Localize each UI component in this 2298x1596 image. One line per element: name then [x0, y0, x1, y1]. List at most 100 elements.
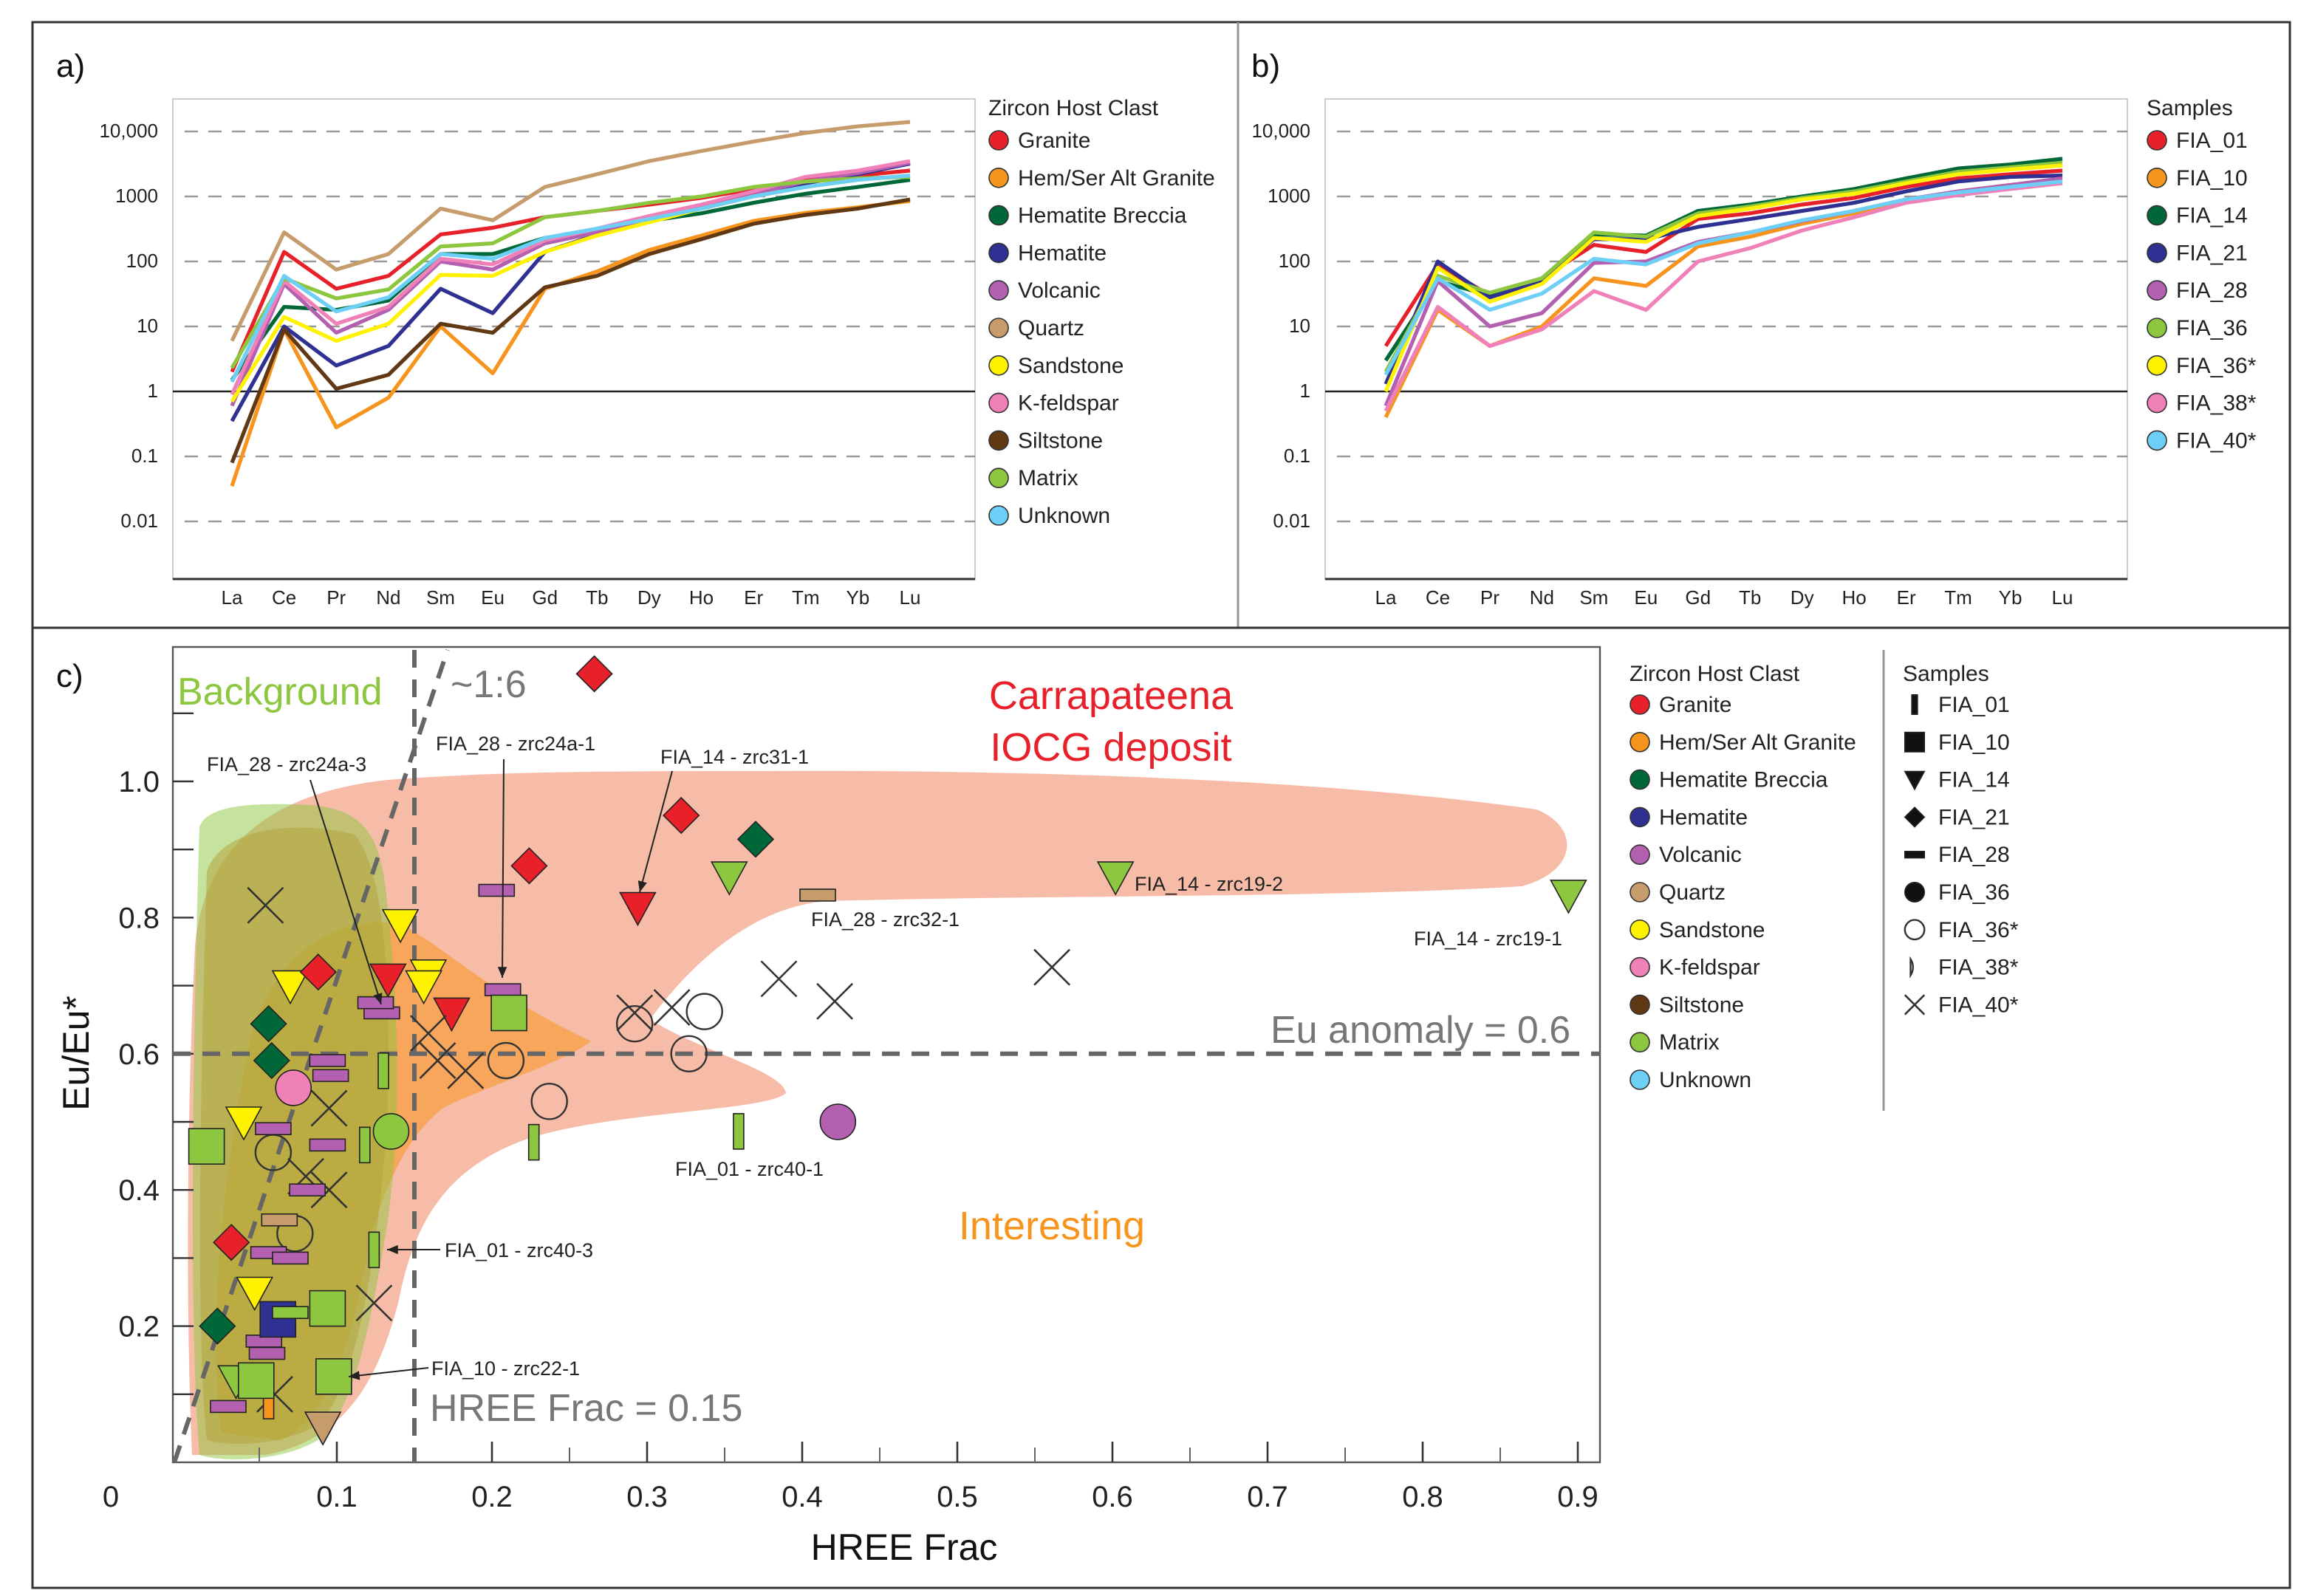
legend-label: FIA_14	[2176, 204, 2248, 228]
data-point	[250, 1005, 287, 1043]
legend-label: Sandstone	[1018, 354, 1124, 378]
arrowhead-icon	[373, 993, 383, 1004]
x-tick-label: 0.2	[471, 1481, 513, 1513]
x-tick-label: Dy	[1791, 586, 1814, 609]
y-tick-label: 0.01	[120, 510, 158, 532]
data-point	[247, 886, 284, 924]
legend-label: Hematite	[1659, 805, 1748, 829]
x-tick-label: Tm	[792, 586, 820, 609]
arrowhead-icon	[637, 880, 647, 892]
data-point	[760, 960, 798, 998]
legend-label: K-feldspar	[1018, 391, 1119, 416]
data-point	[310, 1089, 348, 1127]
x-tick-label: 0	[103, 1481, 119, 1513]
legend-item: Unknown	[988, 504, 1110, 528]
legend-swatch-icon	[1630, 1032, 1650, 1052]
legend-label: Matrix	[1018, 466, 1078, 490]
legend-swatch-icon	[1630, 769, 1650, 790]
legend-label: Hematite	[1018, 241, 1107, 265]
hree-frac-label: HREE Frac = 0.15	[430, 1387, 742, 1430]
data-point	[736, 821, 775, 858]
x-tick-label: Sm	[1579, 586, 1608, 609]
x-tick-label: Er	[1897, 586, 1916, 609]
data-point	[819, 1103, 857, 1140]
series-line-matrix	[230, 174, 911, 369]
clast-legend-item: Siltstone	[1630, 993, 1744, 1017]
y-tick-label: 0.01	[1273, 510, 1310, 532]
x-tick-label: Dy	[637, 586, 661, 609]
y-tick-label: 1	[148, 380, 158, 402]
sample-legend-item: FIA_36*	[1904, 918, 2019, 942]
x-tick-label: La	[222, 586, 243, 609]
data-point	[653, 989, 691, 1027]
legend-swatch-icon	[2147, 355, 2167, 376]
legend-swatch-icon	[988, 242, 1009, 264]
y-tick-label: 1.0	[118, 766, 160, 798]
legend-label: K-feldspar	[1659, 956, 1760, 980]
legend-label: Siltstone	[1659, 993, 1744, 1017]
legend-item: Granite	[988, 129, 1090, 153]
x-tick-label: Lu	[2052, 586, 2073, 609]
y-tick-label: 100	[126, 250, 158, 272]
square-icon	[1904, 731, 1926, 753]
hbar-icon	[1904, 851, 1926, 859]
series-line-fia-14	[1384, 157, 2063, 362]
data-point	[355, 1284, 393, 1322]
data-point	[255, 1122, 292, 1136]
series-line-siltstone	[230, 197, 911, 464]
legend-swatch-icon	[1630, 956, 1650, 978]
x-tick-label: Tb	[1739, 586, 1761, 609]
data-point	[304, 1411, 342, 1446]
panel-c: c) 0 0.1 0.2 0.3 0.4 0.5 0.6 0.7 0.8 0.9 0.2 0.4 0.6 0…	[55, 645, 2019, 1568]
region-label-background: Background	[177, 671, 383, 713]
clast-legend-item: Matrix	[1630, 1030, 1720, 1055]
annotation-label: FIA_28 - zrc32-1	[811, 908, 960, 931]
legend-label: Granite	[1659, 693, 1731, 717]
legend-swatch-icon	[2147, 205, 2167, 226]
legend-swatch-icon	[988, 355, 1009, 376]
legend-swatch-icon	[2147, 280, 2167, 301]
data-point	[816, 982, 854, 1020]
annotation-arrow	[502, 758, 505, 979]
legend-swatch-icon	[1630, 694, 1650, 715]
data-point	[685, 993, 723, 1030]
data-point	[372, 1113, 410, 1150]
legend-swatch-icon	[988, 318, 1009, 338]
data-point	[1033, 948, 1071, 986]
data-point	[357, 996, 394, 1010]
data-point	[309, 1290, 346, 1327]
data-point	[510, 847, 548, 885]
x-tick-label: 0.5	[937, 1481, 978, 1513]
series-line-unknown	[230, 174, 911, 383]
sample-legend-item: FIA_10	[1904, 730, 2010, 755]
data-point	[381, 908, 420, 944]
x-tick-label: Nd	[376, 586, 400, 609]
legend-title: Zircon Host Clast	[988, 96, 1159, 120]
legend-swatch-icon	[1630, 844, 1650, 865]
data-point	[272, 1251, 309, 1265]
legend-item: Siltstone	[988, 428, 1103, 453]
x-tick-label: Nd	[1530, 586, 1554, 609]
legend-label: FIA_28	[2176, 278, 2248, 303]
legend-item: Sandstone	[988, 354, 1124, 378]
x-tick-label: Er	[744, 586, 763, 609]
annotation-label: FIA_10 - zrc22-1	[431, 1357, 580, 1380]
cross-icon	[1904, 994, 1926, 1016]
panel-label: b)	[1251, 48, 1280, 84]
x-tick-label: Sm	[426, 586, 455, 609]
legend-label: Hem/Ser Alt Granite	[1659, 730, 1856, 755]
sample-legend-item: FIA_38*	[1909, 956, 2019, 980]
data-point	[271, 970, 310, 1005]
x-tick-label: Ho	[1842, 586, 1867, 609]
vbar-icon	[1911, 693, 1918, 715]
x-tick-label: Ce	[272, 586, 296, 609]
data-point	[619, 891, 657, 927]
sample-legend-item: FIA_14	[1904, 768, 2010, 792]
x-axis-label: HREE Frac	[811, 1527, 998, 1568]
x-tick-label: Tb	[586, 586, 608, 609]
y-tick-label: 1	[1300, 380, 1310, 402]
y-tick-label: 100	[1279, 250, 1310, 272]
region-label-deposit-1: Carrapateena	[989, 674, 1234, 718]
legend-label: Siltstone	[1018, 428, 1103, 453]
